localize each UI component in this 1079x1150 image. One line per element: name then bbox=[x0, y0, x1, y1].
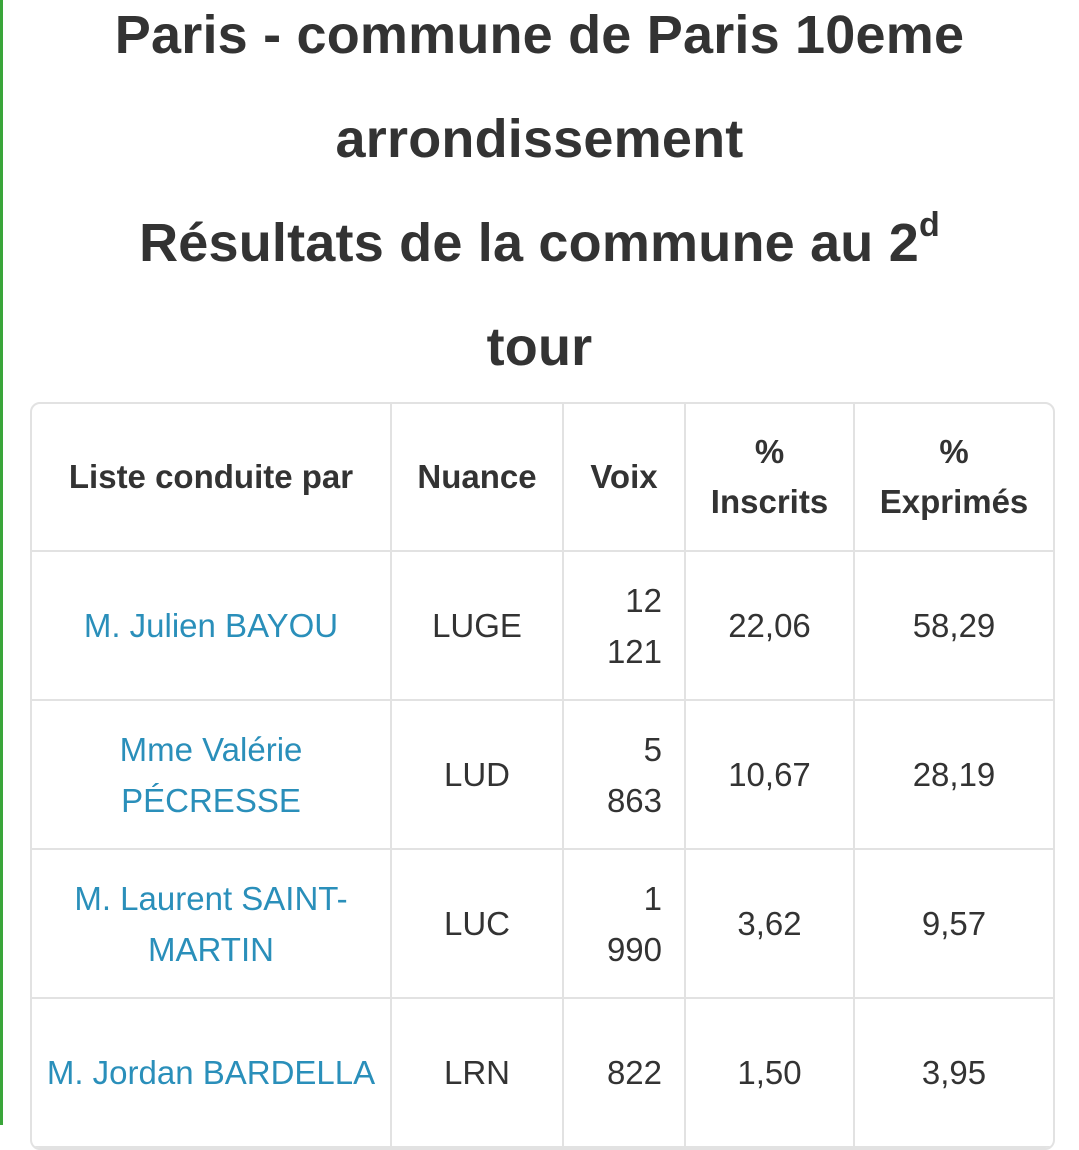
nuance-cell: LRN bbox=[391, 998, 564, 1148]
candidate-link[interactable]: Mme Valérie PÉCRESSE bbox=[32, 700, 392, 850]
voix-cell: 12 121 bbox=[563, 551, 686, 701]
candidate-link[interactable]: M. Jordan BARDELLA bbox=[32, 998, 392, 1148]
candidate-link[interactable]: M. Julien BAYOU bbox=[32, 551, 392, 701]
candidate-link[interactable]: M. Laurent SAINT-MARTIN bbox=[32, 849, 392, 999]
title-line-3-text: Résultats de la commune au 2 bbox=[139, 213, 919, 273]
exprimes-cell: 3,95 bbox=[854, 998, 1053, 1148]
voix-value: 822 bbox=[606, 1054, 662, 1091]
title-superscript: d bbox=[918, 206, 940, 244]
header-inscrits-pct: % bbox=[754, 433, 785, 470]
exprimes-cell: 28,19 bbox=[854, 700, 1053, 850]
table-row: M. Jordan BARDELLA LRN 822 1,50 3,95 bbox=[32, 998, 1053, 1148]
page-title: Paris - commune de Paris 10eme arrondiss… bbox=[0, 0, 1079, 399]
results-table: Liste conduite par Nuance Voix % Inscrit… bbox=[32, 404, 1053, 1148]
nuance-cell: LUGE bbox=[391, 551, 564, 701]
header-exprimes: % Exprimés bbox=[854, 404, 1053, 552]
header-exprimes-pct: % bbox=[939, 433, 969, 470]
title-line-4: tour bbox=[486, 317, 593, 377]
voix-value: 12 121 bbox=[606, 581, 662, 670]
header-inscrits: % Inscrits bbox=[685, 404, 855, 552]
table-row: M. Laurent SAINT-MARTIN LUC 1 990 3,62 9… bbox=[32, 849, 1053, 999]
nuance-cell: LUD bbox=[391, 700, 564, 850]
title-line-3: Résultats de la commune au 2d bbox=[20, 191, 1059, 295]
title-line-2: arrondissement bbox=[335, 109, 744, 169]
inscrits-cell: 22,06 bbox=[685, 551, 855, 701]
nuance-cell: LUC bbox=[391, 849, 564, 999]
table-row: M. Julien BAYOU LUGE 12 121 22,06 58,29 bbox=[32, 551, 1053, 701]
inscrits-cell: 1,50 bbox=[685, 998, 855, 1148]
title-block: Paris - commune de Paris 10eme arrondiss… bbox=[0, 0, 1079, 399]
inscrits-cell: 10,67 bbox=[685, 700, 855, 850]
voix-cell: 822 bbox=[563, 998, 686, 1148]
header-nuance: Nuance bbox=[391, 404, 564, 552]
voix-value: 1 990 bbox=[606, 879, 662, 968]
voix-cell: 1 990 bbox=[563, 849, 686, 999]
header-exprimes-label: Exprimés bbox=[879, 483, 1029, 520]
header-liste: Liste conduite par bbox=[32, 404, 392, 552]
exprimes-cell: 58,29 bbox=[854, 551, 1053, 701]
results-table-card: Liste conduite par Nuance Voix % Inscrit… bbox=[30, 402, 1055, 1150]
voix-value: 5 863 bbox=[606, 730, 662, 819]
header-inscrits-label: Inscrits bbox=[710, 483, 829, 520]
table-header-row: Liste conduite par Nuance Voix % Inscrit… bbox=[32, 404, 1053, 552]
inscrits-cell: 3,62 bbox=[685, 849, 855, 999]
header-voix: Voix bbox=[563, 404, 686, 552]
voix-cell: 5 863 bbox=[563, 700, 686, 850]
title-line-1: Paris - commune de Paris 10eme bbox=[114, 5, 965, 65]
exprimes-cell: 9,57 bbox=[854, 849, 1053, 999]
left-accent-bar bbox=[0, 0, 3, 1125]
table-row: Mme Valérie PÉCRESSE LUD 5 863 10,67 28,… bbox=[32, 700, 1053, 850]
